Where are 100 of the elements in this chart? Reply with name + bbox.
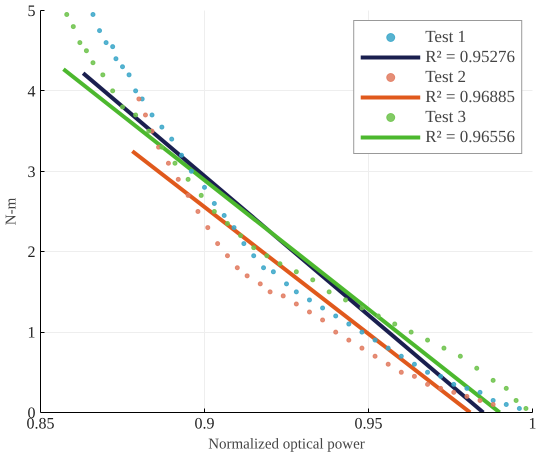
- point: [464, 394, 470, 399]
- point: [150, 112, 155, 118]
- point: [202, 184, 207, 190]
- point: [159, 124, 164, 130]
- y-tick-label: 4: [28, 83, 36, 100]
- point: [474, 366, 480, 371]
- point: [244, 273, 250, 278]
- x-tick-label: 0.95: [354, 416, 382, 432]
- point: [333, 330, 338, 335]
- x-tick-label: 0.9: [194, 416, 214, 432]
- point: [241, 241, 246, 246]
- point: [346, 322, 352, 327]
- point: [359, 346, 364, 351]
- point: [343, 297, 348, 302]
- point: [120, 64, 125, 70]
- point: [412, 374, 417, 379]
- point: [186, 192, 191, 198]
- point: [372, 354, 378, 359]
- point: [425, 338, 430, 343]
- point: [133, 112, 138, 118]
- point: [198, 192, 204, 198]
- point: [188, 168, 194, 174]
- legend-label: R² = 0.96885: [425, 87, 515, 107]
- point: [264, 253, 270, 258]
- point: [270, 269, 276, 274]
- point: [136, 96, 142, 102]
- point: [142, 112, 148, 118]
- point: [320, 318, 326, 323]
- point: [110, 88, 116, 94]
- point: [64, 12, 70, 18]
- point: [504, 402, 509, 407]
- point: [277, 261, 282, 266]
- point: [133, 88, 138, 94]
- point: [84, 48, 89, 54]
- point: [398, 354, 404, 359]
- point: [186, 176, 191, 182]
- point: [478, 398, 483, 403]
- point: [166, 160, 171, 166]
- point: [412, 362, 417, 367]
- point: [172, 160, 178, 166]
- point: [294, 301, 299, 306]
- point: [169, 136, 174, 142]
- point: [268, 289, 273, 294]
- point: [179, 152, 184, 158]
- point: [90, 12, 96, 18]
- point: [478, 390, 483, 395]
- y-axis-title: N-m: [4, 197, 20, 226]
- point: [232, 225, 237, 230]
- point: [234, 265, 240, 270]
- point: [222, 213, 227, 218]
- point: [261, 265, 266, 270]
- point: [113, 56, 118, 62]
- point: [251, 253, 256, 258]
- point: [359, 330, 364, 335]
- point: [438, 374, 444, 379]
- point: [504, 386, 509, 391]
- point: [386, 362, 391, 367]
- point: [490, 402, 496, 407]
- point: [146, 128, 152, 134]
- x-axis-title: Normalized optical power: [208, 436, 365, 452]
- point: [100, 72, 106, 78]
- point: [326, 289, 332, 294]
- point: [408, 330, 414, 335]
- point: [238, 233, 244, 238]
- point: [386, 346, 391, 351]
- point: [212, 209, 217, 214]
- y-tick-label: 1: [28, 324, 36, 342]
- point: [359, 305, 364, 310]
- point: [251, 245, 256, 250]
- point: [212, 200, 217, 206]
- point: [523, 406, 528, 411]
- point: [458, 354, 463, 359]
- y-tick-label: 3: [28, 164, 36, 181]
- point: [464, 386, 470, 391]
- point: [284, 281, 289, 286]
- point: [376, 314, 381, 319]
- point: [490, 398, 496, 403]
- point: [77, 40, 82, 46]
- point: [438, 386, 444, 391]
- point: [258, 281, 263, 286]
- point: [280, 293, 286, 298]
- point: [516, 406, 522, 411]
- point: [372, 338, 378, 343]
- point: [126, 72, 132, 78]
- point: [310, 277, 316, 282]
- legend-label: Test 2: [425, 67, 466, 87]
- point: [346, 338, 352, 343]
- legend-label: R² = 0.95276: [425, 47, 515, 67]
- y-tick-label: 5: [28, 3, 36, 20]
- legend-label: Test 1: [425, 27, 466, 47]
- point: [110, 44, 116, 50]
- point: [205, 225, 210, 230]
- point: [97, 28, 102, 34]
- point: [104, 40, 109, 46]
- point: [215, 241, 220, 246]
- point: [451, 382, 456, 387]
- x-tick-label: 1: [528, 416, 536, 432]
- point: [195, 209, 200, 214]
- point: [425, 382, 430, 387]
- point: [294, 269, 299, 274]
